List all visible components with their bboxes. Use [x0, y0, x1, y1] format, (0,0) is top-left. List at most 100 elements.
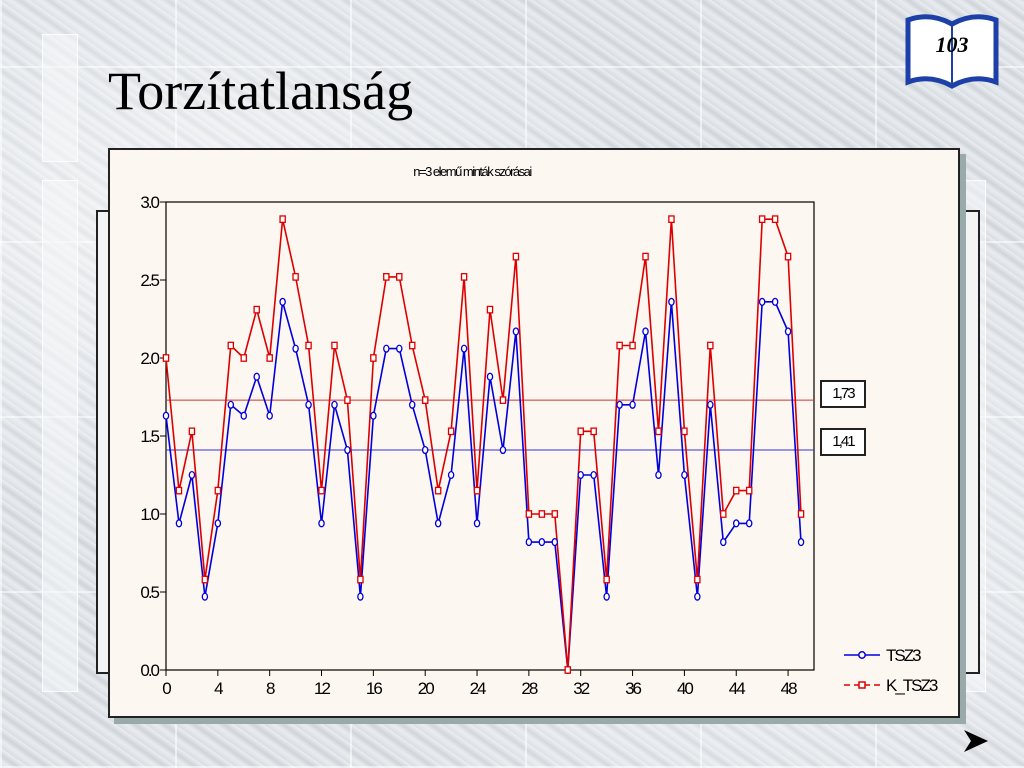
y-tick-label: 2.5 [140, 271, 159, 290]
x-tick-label: 0 [162, 679, 171, 698]
data-point-tsz3 [486, 372, 494, 381]
data-point-k-tsz3 [227, 341, 235, 350]
decorative-bar [42, 34, 78, 162]
data-point-tsz3 [590, 470, 597, 480]
x-axis: 0 4 8 12 16 20 24 28 32 36 40 44 48 [162, 670, 799, 698]
data-point-tsz3 [616, 400, 623, 409]
data-point-k-tsz3 [642, 252, 649, 261]
y-tick-label: 0.5 [140, 583, 159, 602]
data-point-k-tsz3 [434, 486, 442, 495]
data-point-k-tsz3 [551, 510, 559, 518]
data-point-tsz3 [447, 470, 455, 480]
data-point-tsz3 [175, 519, 183, 528]
data-point-tsz3 [188, 470, 196, 480]
data-point-k-tsz3 [447, 427, 455, 436]
next-arrow-icon[interactable] [962, 728, 990, 754]
data-point-tsz3 [525, 538, 533, 547]
chart: n=3 elemű minták szórásai 0.0 0.5 1.0 1.5 2.… [140, 164, 940, 698]
data-point-tsz3 [396, 344, 403, 353]
data-point-k-tsz3 [616, 341, 623, 350]
data-point-tsz3 [305, 400, 312, 409]
data-point-tsz3 [771, 297, 779, 306]
x-tick-label: 12 [314, 679, 330, 698]
data-point-tsz3 [201, 592, 209, 601]
data-point-k-tsz3 [512, 252, 520, 261]
data-point-tsz3 [331, 400, 338, 409]
data-point-k-tsz3 [318, 486, 325, 495]
data-point-k-tsz3 [720, 510, 727, 518]
ref-label-lower: 1,41 [820, 428, 866, 456]
x-tick-label: 4 [214, 679, 223, 698]
data-point-k-tsz3 [771, 215, 779, 224]
data-point-tsz3 [499, 445, 507, 455]
data-point-tsz3 [655, 470, 662, 480]
data-point-k-tsz3 [240, 354, 248, 362]
data-point-k-tsz3 [188, 427, 196, 436]
slide-title: Torzítatlanság [108, 61, 414, 121]
decorative-bar [42, 180, 78, 692]
data-point-k-tsz3 [473, 486, 481, 495]
data-point-k-tsz3 [266, 354, 273, 362]
data-point-tsz3 [370, 411, 377, 420]
data-point-tsz3 [408, 400, 416, 409]
x-tick-label: 16 [366, 679, 382, 698]
data-point-k-tsz3 [331, 341, 338, 350]
data-point-tsz3 [279, 297, 286, 306]
legend-marker-k-tsz3 [858, 681, 866, 689]
data-point-k-tsz3 [486, 305, 494, 314]
page-badge: 103 [902, 12, 1002, 90]
data-point-tsz3 [707, 400, 714, 409]
ref-label-upper: 1,73 [820, 380, 866, 408]
data-point-k-tsz3 [408, 341, 416, 350]
data-point-k-tsz3 [279, 215, 286, 224]
data-point-k-tsz3 [668, 215, 675, 224]
x-tick-label: 36 [625, 679, 641, 698]
data-point-tsz3 [694, 592, 701, 601]
data-point-k-tsz3 [383, 273, 390, 281]
data-point-tsz3 [344, 445, 351, 455]
data-point-tsz3 [732, 519, 740, 528]
series-line-tsz3 [165, 301, 802, 671]
reference-lines [166, 399, 814, 451]
data-point-tsz3 [577, 470, 584, 480]
chart-title: n=3 elemű minták szórásai [413, 164, 532, 179]
y-tick-label: 1.0 [140, 505, 159, 524]
data-point-k-tsz3 [732, 486, 740, 495]
data-point-tsz3 [668, 297, 675, 306]
y-tick-label: 1.5 [140, 427, 159, 446]
data-point-tsz3 [162, 411, 170, 420]
x-tick-label: 44 [729, 679, 745, 698]
data-point-tsz3 [512, 327, 520, 336]
data-point-k-tsz3 [357, 575, 364, 584]
x-tick-label: 48 [781, 679, 797, 698]
data-point-k-tsz3 [214, 486, 222, 495]
data-point-k-tsz3 [603, 575, 610, 584]
data-point-k-tsz3 [655, 427, 662, 436]
series-line-k-tsz3 [165, 218, 802, 671]
data-point-k-tsz3 [797, 510, 805, 518]
data-point-tsz3 [253, 372, 260, 381]
page-number: 103 [935, 32, 969, 57]
data-point-k-tsz3 [253, 305, 260, 314]
data-point-tsz3 [214, 519, 222, 528]
data-point-k-tsz3 [344, 396, 351, 404]
data-point-k-tsz3 [175, 486, 183, 495]
data-point-k-tsz3 [499, 396, 507, 404]
legend: TSZ3 K_TSZ3 [844, 646, 940, 695]
chart-frame: n=3 elemű minták szórásai 0.0 0.5 1.0 1.5 2.… [108, 148, 960, 718]
data-point-tsz3 [383, 344, 390, 353]
y-tick-label: 3.0 [140, 193, 159, 212]
legend-label-k-tsz3: K_TSZ3 [886, 676, 938, 695]
data-point-tsz3 [357, 592, 364, 601]
data-point-tsz3 [227, 400, 235, 409]
data-point-tsz3 [642, 327, 649, 336]
data-point-tsz3 [473, 519, 481, 528]
data-point-k-tsz3 [162, 354, 170, 362]
x-tick-label: 20 [418, 679, 434, 698]
data-point-k-tsz3 [707, 341, 714, 350]
data-point-tsz3 [421, 445, 429, 455]
data-point-tsz3 [720, 538, 727, 547]
data-point-tsz3 [292, 344, 299, 353]
x-tick-label: 40 [677, 679, 693, 698]
y-axis: 0.0 0.5 1.0 1.5 2.0 2.5 3.0 [140, 193, 166, 680]
